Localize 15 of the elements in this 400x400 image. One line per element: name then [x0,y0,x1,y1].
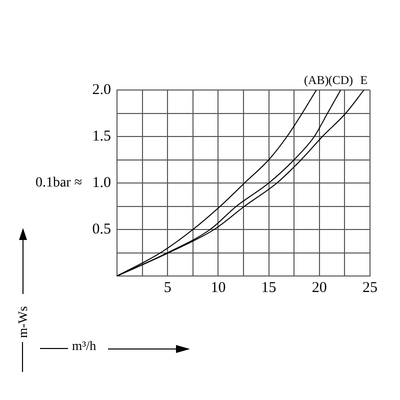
x-axis-title: m³/h [72,338,96,354]
series-label: E [360,73,368,88]
series-label: (AB) [304,73,329,88]
x-tick-label: 10 [210,280,226,296]
x-tick-label: 25 [362,280,378,296]
y-axis-title: m-Ws [15,306,31,338]
x-tick-label: 20 [312,280,327,296]
y-tick-label: 2.0 [92,82,111,98]
y-tick-label: 1.0 [92,174,111,191]
x-tick-label: 5 [164,280,172,296]
text: 0.1bar ≈ [35,176,82,191]
y-tick-label: 0.5 [92,221,111,238]
x-tick-label: 15 [261,280,276,296]
series-label: (CD) [328,73,353,88]
y-tick-label: 1.5 [92,128,111,144]
